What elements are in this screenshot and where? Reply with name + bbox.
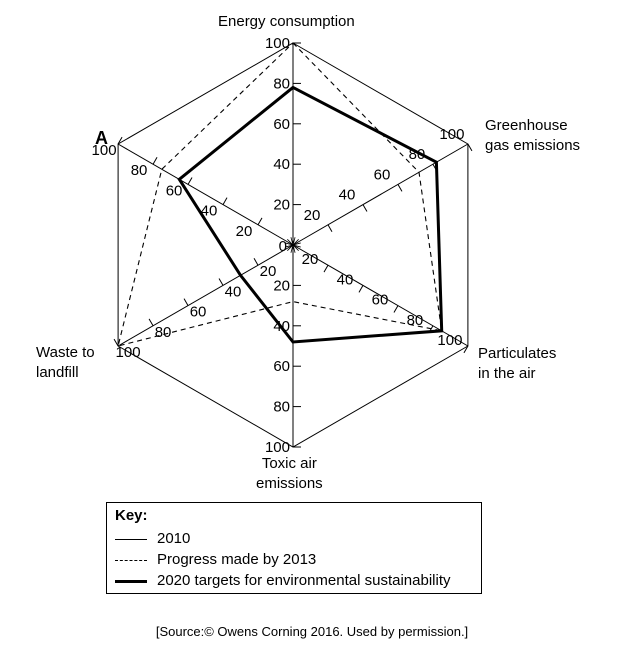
tick-label: 100 [116, 344, 141, 361]
tick-label: 60 [273, 358, 290, 375]
legend-title: Key: [115, 507, 148, 524]
tick-label: 80 [273, 75, 290, 92]
axis-tick [218, 278, 224, 286]
tick-label: 60 [273, 116, 290, 133]
axis-label-particulates: Particulates in the air [478, 345, 557, 382]
axis-label-waste: Waste to landfill [36, 344, 95, 381]
axis-tick [362, 204, 368, 212]
tick-label: 80 [155, 324, 172, 341]
legend-swatch-thin [115, 539, 147, 540]
tick-label: 20 [273, 197, 290, 214]
tick-label: 60 [166, 182, 183, 199]
legend-box: Key: 2010 Progress made by 2013 2020 tar… [106, 502, 482, 594]
center-star-line [285, 242, 301, 248]
axis-tick [467, 143, 473, 152]
tick-label: 80 [273, 399, 290, 416]
tick-label: 20 [236, 223, 253, 240]
tick-label: 60 [372, 292, 389, 309]
tick-label: 60 [374, 166, 391, 183]
legend-label: 2010 [157, 530, 191, 547]
tick-label: 40 [225, 283, 242, 300]
tick-label: 40 [273, 318, 290, 335]
tick-label: 100 [439, 126, 464, 143]
axis-tick [463, 345, 469, 354]
tick-label: 40 [273, 156, 290, 173]
axis-tick [148, 318, 154, 327]
point-marker-a: A [95, 128, 108, 148]
series-dashed [117, 42, 443, 347]
legend-swatch-dashed [115, 560, 147, 561]
tick-label: 80 [409, 146, 426, 163]
tick-label: 40 [339, 187, 356, 204]
axis-tick [117, 136, 123, 145]
tick-label: 100 [437, 332, 462, 349]
tick-label: 20 [304, 207, 321, 224]
axis-tick [323, 264, 329, 273]
series-thick [177, 85, 444, 344]
axis-tick [152, 157, 158, 165]
legend-label: Progress made by 2013 [157, 551, 317, 568]
axis-tick [397, 184, 403, 192]
tick-label: 20 [273, 277, 290, 294]
axis-tick [432, 163, 438, 172]
source-note: [Source:© Owens Corning 2016. Used by pe… [155, 624, 469, 639]
legend-label: 2020 targets for environmental sustainab… [157, 572, 451, 589]
axis-tick [428, 325, 434, 333]
axis-spoke [117, 143, 294, 246]
tick-label: 40 [201, 203, 218, 220]
axis-spoke [117, 244, 294, 347]
center-label: 0 [279, 238, 287, 255]
axis-label-greenhouse: Greenhouse gas emissions [485, 117, 581, 154]
tick-label: 100 [265, 35, 290, 52]
tick-label: 20 [302, 251, 319, 268]
axis-tick [183, 298, 189, 306]
tick-label: 40 [337, 271, 354, 288]
tick-label: 80 [131, 162, 148, 179]
axis-tick [327, 224, 333, 232]
axis-spoke [292, 143, 469, 246]
axis-tick [358, 285, 364, 293]
axis-label-energy: Energy consumption [218, 13, 355, 30]
axis-tick [257, 217, 263, 226]
axis-tick [253, 258, 259, 266]
axis-tick [222, 197, 228, 205]
tick-label: 80 [407, 312, 424, 329]
radar-ticks: 20 40 60 80 100 20 40 60 80 100 20 40 60 80 100 20 40 60 8… [92, 35, 473, 456]
tick-label: 60 [190, 304, 207, 321]
axis-spoke [292, 244, 469, 347]
tick-label: 100 [92, 142, 117, 159]
radar-axes [117, 43, 469, 447]
tick-label: 20 [260, 263, 277, 280]
axis-label-toxic: Toxic air emissions [256, 455, 323, 492]
axis-tick [187, 177, 193, 185]
axis-tick [113, 338, 119, 347]
axis-tick [393, 305, 399, 313]
tick-label: 100 [265, 439, 290, 456]
legend-swatch-thick [115, 580, 147, 583]
